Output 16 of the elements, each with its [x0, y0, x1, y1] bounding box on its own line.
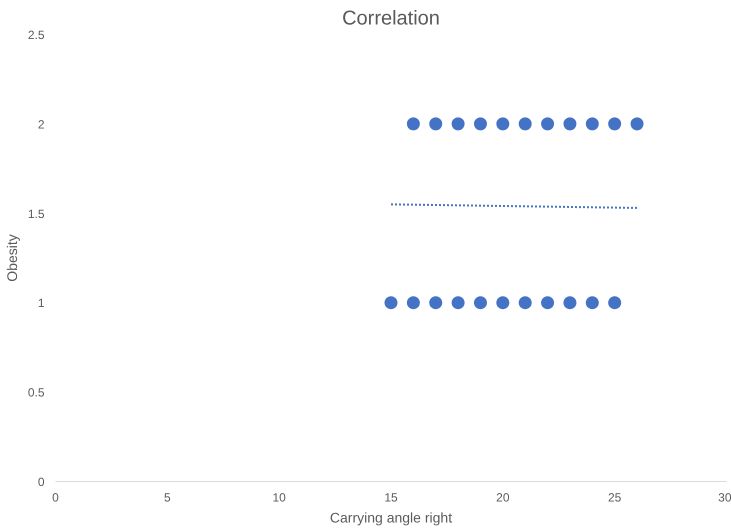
- x-tick-label: 10: [272, 490, 286, 504]
- x-tick-label: 0: [52, 490, 60, 504]
- y-tick-label: 0.5: [28, 386, 45, 400]
- y-tick-label: 1: [38, 296, 45, 310]
- y-tick-label: 1.5: [28, 206, 45, 221]
- y-tick-label: 2.5: [28, 28, 45, 42]
- x-tick-label: 5: [164, 490, 171, 504]
- y-axis-title: Obesity: [4, 234, 20, 282]
- y-tick-label: 0: [38, 475, 45, 489]
- x-tick-label: 30: [718, 490, 731, 504]
- x-axis-title: Carrying angle right: [330, 510, 452, 526]
- x-tick-label: 20: [496, 490, 510, 504]
- y-tick-label: 2: [38, 117, 45, 132]
- chart-title: Correlation: [342, 8, 440, 30]
- x-tick-label: 25: [608, 490, 622, 504]
- x-tick-label: 15: [384, 490, 398, 504]
